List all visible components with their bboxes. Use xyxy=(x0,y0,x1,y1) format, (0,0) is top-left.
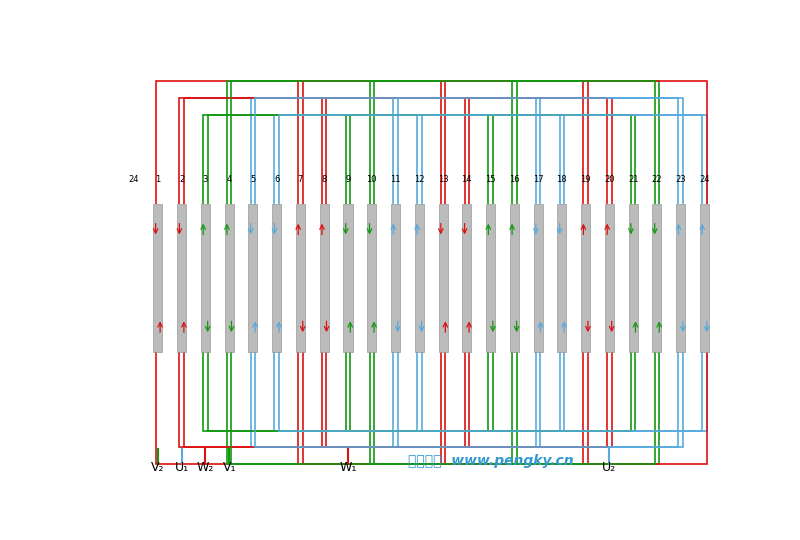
Text: 19: 19 xyxy=(581,174,591,184)
Bar xyxy=(367,204,376,352)
Text: 24: 24 xyxy=(699,174,710,184)
Bar xyxy=(201,204,210,352)
Bar xyxy=(391,204,400,352)
Bar xyxy=(296,204,305,352)
Text: V₂: V₂ xyxy=(151,461,165,474)
Text: U₂: U₂ xyxy=(602,461,617,474)
Text: 21: 21 xyxy=(628,174,638,184)
Bar xyxy=(605,204,614,352)
Bar xyxy=(343,204,353,352)
Text: 4: 4 xyxy=(226,174,232,184)
Bar xyxy=(320,204,329,352)
Bar xyxy=(438,204,447,352)
Text: 15: 15 xyxy=(486,174,496,184)
Bar xyxy=(510,204,519,352)
Text: W₂: W₂ xyxy=(197,461,214,474)
Bar xyxy=(272,204,282,352)
Bar xyxy=(249,204,258,352)
Text: 9: 9 xyxy=(346,174,350,184)
Text: 23: 23 xyxy=(675,174,686,184)
Bar xyxy=(177,204,186,352)
Text: 18: 18 xyxy=(557,174,567,184)
Text: 14: 14 xyxy=(462,174,472,184)
Bar xyxy=(581,204,590,352)
Bar xyxy=(558,204,566,352)
Bar xyxy=(653,204,662,352)
Text: V₁: V₁ xyxy=(222,461,236,474)
Bar xyxy=(462,204,471,352)
Text: 鹏茆科艺  www.pengky.cn: 鹏茆科艺 www.pengky.cn xyxy=(408,454,574,468)
Bar xyxy=(676,204,686,352)
Text: 3: 3 xyxy=(202,174,208,184)
Text: 6: 6 xyxy=(274,174,279,184)
Text: U₁: U₁ xyxy=(174,461,189,474)
Text: 10: 10 xyxy=(366,174,377,184)
Text: 20: 20 xyxy=(604,174,614,184)
Bar xyxy=(154,204,162,352)
Text: 16: 16 xyxy=(509,174,520,184)
Bar xyxy=(414,204,424,352)
Text: W₁: W₁ xyxy=(339,461,357,474)
Text: 7: 7 xyxy=(298,174,303,184)
Text: 24: 24 xyxy=(129,174,139,184)
Text: 17: 17 xyxy=(533,174,543,184)
Text: 1: 1 xyxy=(155,174,161,184)
Text: 12: 12 xyxy=(414,174,425,184)
Text: 22: 22 xyxy=(652,174,662,184)
Bar xyxy=(629,204,638,352)
Text: 5: 5 xyxy=(250,174,255,184)
Bar xyxy=(700,204,709,352)
Text: 8: 8 xyxy=(322,174,327,184)
Bar xyxy=(534,204,542,352)
Text: 2: 2 xyxy=(179,174,184,184)
Bar xyxy=(225,204,234,352)
Text: 13: 13 xyxy=(438,174,448,184)
Text: 11: 11 xyxy=(390,174,401,184)
Bar xyxy=(486,204,495,352)
